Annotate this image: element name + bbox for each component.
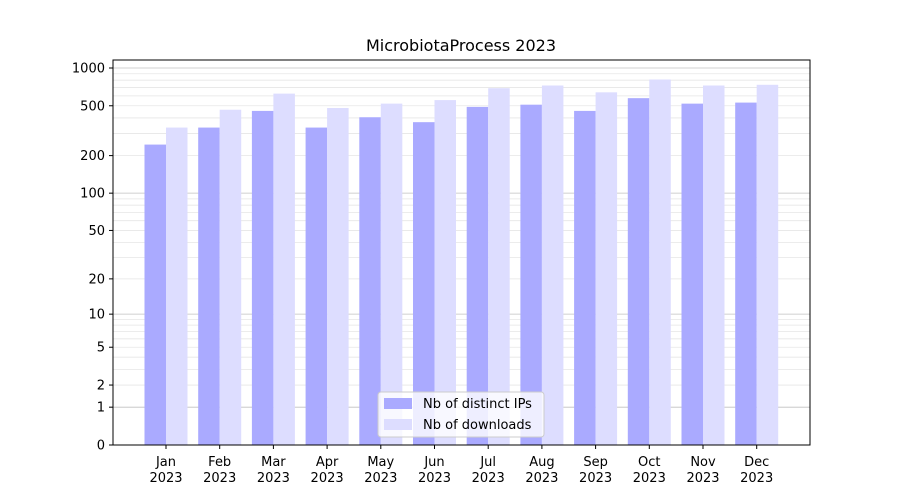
y-tick-label: 200 xyxy=(80,149,105,164)
x-tick-label: Jul 2023 xyxy=(472,455,505,486)
bars xyxy=(144,79,779,446)
bar-downloads xyxy=(380,103,403,445)
legend-label-ips: Nb of distinct IPs xyxy=(423,397,532,412)
bar-downloads xyxy=(756,84,779,446)
chart-title: MicrobiotaProcess 2023 xyxy=(366,36,556,55)
y-tick-label: 0 xyxy=(97,439,105,454)
legend-swatch-ips xyxy=(384,398,412,409)
y-tick-label: 20 xyxy=(88,272,105,287)
bar-distinct-ips xyxy=(735,102,757,445)
x-tick-label: Mar 2023 xyxy=(257,455,290,486)
bar-downloads xyxy=(541,85,564,445)
bar-distinct-ips xyxy=(251,110,274,445)
bar-distinct-ips xyxy=(681,103,703,445)
legend: Nb of distinct IPs Nb of downloads xyxy=(377,391,545,438)
bar-downloads xyxy=(488,88,510,446)
y-tick-label: 1000 xyxy=(72,62,105,77)
legend-label-downloads: Nb of downloads xyxy=(423,418,532,433)
bar-distinct-ips xyxy=(413,122,435,446)
y-tick-label: 5 xyxy=(97,341,105,356)
bar-distinct-ips xyxy=(144,144,166,445)
bar-distinct-ips xyxy=(574,110,596,445)
x-tick-label: Dec 2023 xyxy=(740,455,773,486)
bar-downloads xyxy=(649,79,671,445)
bar-downloads xyxy=(434,100,456,445)
bar-downloads xyxy=(166,127,188,446)
bar-downloads xyxy=(327,107,349,446)
x-tick-label: Apr 2023 xyxy=(311,455,344,486)
bar-distinct-ips xyxy=(627,98,650,445)
bar-distinct-ips xyxy=(520,104,542,446)
bar-distinct-ips xyxy=(466,106,489,445)
bar-downloads xyxy=(273,93,295,445)
bar-downloads xyxy=(703,85,725,445)
x-tick-label: Sep 2023 xyxy=(579,455,612,486)
y-tick-label: 1 xyxy=(97,401,105,416)
x-tick-label: Feb 2023 xyxy=(203,455,236,486)
y-tick-label: 10 xyxy=(88,308,105,323)
x-axis: Jan 2023 Feb 2023 Mar 2023 Apr 2023 May 2023 Jun 20… xyxy=(149,445,773,486)
bar-distinct-ips xyxy=(359,117,381,446)
x-tick-label: May 2023 xyxy=(364,455,397,486)
x-tick-label: Oct 2023 xyxy=(633,455,666,486)
plot-frame xyxy=(112,59,811,446)
bar-downloads xyxy=(219,109,242,446)
legend-swatch-downloads xyxy=(384,419,412,430)
x-tick-label: Jan 2023 xyxy=(149,455,182,486)
bar-distinct-ips xyxy=(198,127,220,446)
y-tick-label: 100 xyxy=(80,187,105,202)
bar-downloads xyxy=(595,92,618,445)
legend-box xyxy=(377,391,545,438)
bar-distinct-ips xyxy=(305,127,328,446)
y-tick-label: 500 xyxy=(80,99,105,114)
x-tick-label: Nov 2023 xyxy=(686,455,719,486)
y-tick-label: 50 xyxy=(88,224,105,239)
x-tick-label: Jun 2023 xyxy=(418,455,451,486)
y-axis: 0 1 2 5 10 20 50 100 200 500 1000 xyxy=(72,62,113,454)
x-tick-label: Aug 2023 xyxy=(525,455,558,486)
y-tick-label: 2 xyxy=(97,379,105,394)
